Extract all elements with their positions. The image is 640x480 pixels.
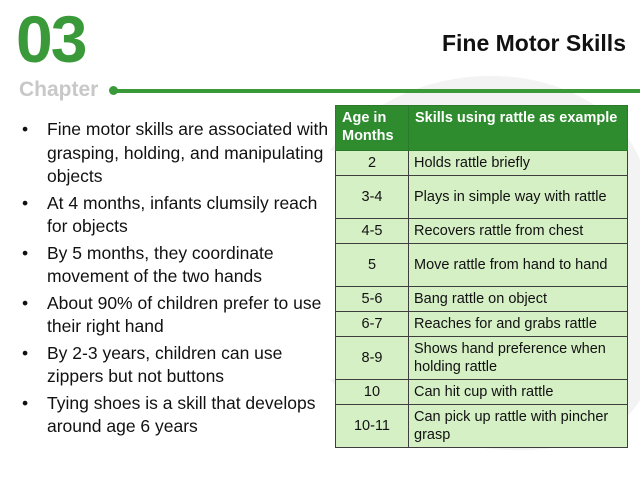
table-row: 2 Holds rattle briefly [335,150,628,176]
age-cell: 5-6 [335,286,409,312]
divider-dot [109,86,118,95]
bullet-item: • Tying shoes is a skill that develops ar… [22,392,332,439]
table-row: 4-5 Recovers rattle from chest [335,218,628,244]
bullet-dot-icon: • [22,242,29,263]
table-row: 10 Can hit cup with rattle [335,379,628,405]
bullet-dot-icon: • [22,292,29,313]
column-header-skill: Skills using rattle as example [408,105,628,151]
bullet-dot-icon: • [22,192,29,213]
skill-cell: Plays in simple way with rattle [408,175,628,219]
bullet-item: • By 5 months, they coordinate movement o… [22,242,332,289]
bullet-item: • About 90% of children prefer to use the… [22,292,332,339]
bullet-item: • By 2-3 years, children can use zippers … [22,342,332,389]
bullet-dot-icon: • [22,342,29,363]
bullet-text: By 5 months, they coordinate movement of… [47,242,274,287]
table-row: 5 Move rattle from hand to hand [335,243,628,287]
table-row: 5-6 Bang rattle on object [335,286,628,312]
age-cell: 10-11 [335,404,409,448]
chapter-label: Chapter [19,78,99,101]
age-cell: 8-9 [335,336,409,380]
chapter-number: 03 [16,2,87,76]
skill-cell: Shows hand preference when holding rattl… [408,336,628,380]
bullet-item: • At 4 months, infants clumsily reach for… [22,192,332,239]
column-header-age: Age in Months [335,105,409,151]
skill-cell: Recovers rattle from chest [408,218,628,244]
skill-cell: Bang rattle on object [408,286,628,312]
bullet-text: About 90% of children prefer to use thei… [47,292,322,337]
bullet-text: At 4 months, infants clumsily reach for … [47,192,318,237]
skill-cell: Reaches for and grabs rattle [408,311,628,337]
table-row: 10-11 Can pick up rattle with pincher gr… [335,404,628,448]
bullet-text: By 2-3 years, children can use zippers b… [47,342,283,387]
bullet-list: • Fine motor skills are associated with g… [22,118,332,442]
age-cell: 10 [335,379,409,405]
skill-cell: Can hit cup with rattle [408,379,628,405]
table-row: 3-4 Plays in simple way with rattle [335,175,628,219]
bullet-item: • Fine motor skills are associated with g… [22,118,332,189]
table-header-row: Age in Months Skills using rattle as exa… [335,105,628,151]
bullet-dot-icon: • [22,119,29,139]
divider-line [116,89,640,93]
bullet-dot-icon: • [22,392,29,413]
age-cell: 2 [335,150,409,176]
skill-cell: Move rattle from hand to hand [408,243,628,287]
bullet-text: Tying shoes is a skill that develops aro… [47,392,316,437]
skills-table: Age in Months Skills using rattle as exa… [335,105,628,448]
age-cell: 6-7 [335,311,409,337]
slide-title: Fine Motor Skills [441,30,626,56]
age-cell: 5 [335,243,409,287]
skill-cell: Holds rattle briefly [408,150,628,176]
table-row: 8-9 Shows hand preference when holding r… [335,336,628,380]
age-cell: 4-5 [335,218,409,244]
bullet-text: Fine motor skills are associated with gr… [47,119,329,186]
table-row: 6-7 Reaches for and grabs rattle [335,311,628,337]
skill-cell: Can pick up rattle with pincher grasp [408,404,628,448]
age-cell: 3-4 [335,175,409,219]
